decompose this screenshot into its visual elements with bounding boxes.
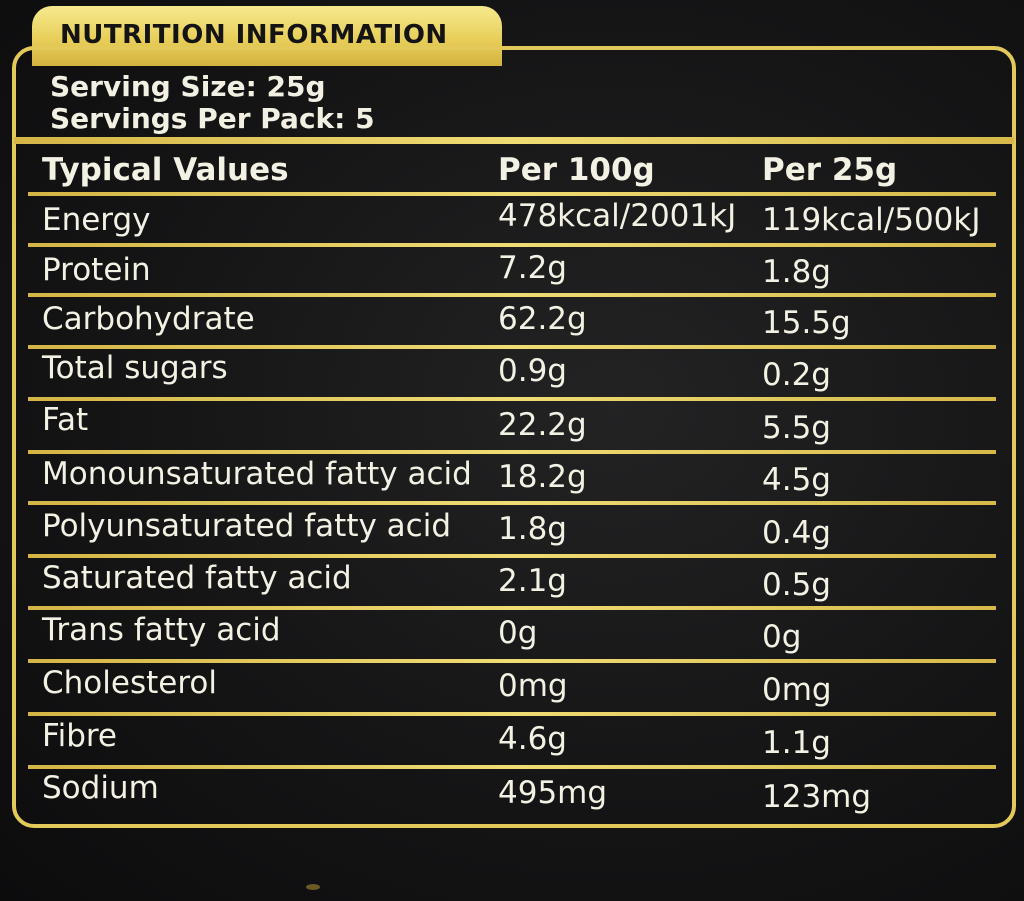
row-label-sodium: Sodium	[42, 770, 159, 806]
row-divider	[28, 712, 996, 716]
row-divider	[28, 501, 996, 505]
row-divider	[28, 450, 996, 454]
row-value-protein-25g: 1.8g	[762, 254, 831, 290]
row-value-fibre-100g: 4.6g	[498, 721, 567, 757]
title-tab: NUTRITION INFORMATION	[32, 6, 502, 66]
row-value-energy-25g: 119kcal/500kJ	[762, 202, 981, 238]
row-label-polyunsaturated: Polyunsaturated fatty acid	[42, 508, 452, 544]
row-value-total-sugars-25g: 0.2g	[762, 357, 831, 393]
row-value-fat-25g: 5.5g	[762, 410, 831, 446]
row-value-total-sugars-100g: 0.9g	[498, 353, 567, 389]
row-value-protein-100g: 7.2g	[498, 250, 567, 286]
row-label-cholesterol: Cholesterol	[42, 665, 217, 701]
row-value-carbohydrate-100g: 62.2g	[498, 301, 587, 337]
row-label-fibre: Fibre	[42, 718, 118, 754]
row-value-trans-25g: 0g	[762, 619, 802, 655]
header-per-100g: Per 100g	[498, 152, 655, 188]
row-value-trans-100g: 0g	[498, 615, 538, 651]
row-value-saturated-100g: 2.1g	[498, 563, 567, 599]
header-typical-values: Typical Values	[42, 152, 289, 188]
row-value-monounsaturated-100g: 18.2g	[498, 459, 587, 495]
row-label-fat: Fat	[42, 402, 89, 438]
nutrition-panel	[12, 46, 1016, 828]
nutrition-title: NUTRITION INFORMATION	[60, 20, 448, 50]
row-divider	[28, 243, 996, 247]
row-value-saturated-25g: 0.5g	[762, 567, 831, 603]
row-label-monounsaturated: Monounsaturated fatty acid	[42, 456, 472, 492]
serving-size: Serving Size: 25g	[50, 70, 326, 103]
row-label-protein: Protein	[42, 252, 151, 288]
row-value-sodium-25g: 123mg	[762, 779, 872, 815]
row-value-energy-100g: 478kcal/2001kJ	[498, 198, 737, 234]
header-divider	[14, 137, 1014, 144]
row-divider	[28, 554, 996, 558]
row-label-total-sugars: Total sugars	[42, 350, 228, 386]
row-value-polyunsaturated-25g: 0.4g	[762, 515, 831, 551]
row-divider	[28, 397, 996, 401]
row-divider	[28, 765, 996, 769]
gold-foil-speck	[306, 884, 320, 890]
row-value-cholesterol-100g: 0mg	[498, 668, 568, 704]
row-value-polyunsaturated-100g: 1.8g	[498, 511, 567, 547]
row-label-saturated: Saturated fatty acid	[42, 560, 352, 596]
row-divider	[28, 606, 996, 610]
row-value-monounsaturated-25g: 4.5g	[762, 462, 831, 498]
servings-per-pack: Servings Per Pack: 5	[50, 102, 375, 135]
row-label-carbohydrate: Carbohydrate	[42, 301, 255, 337]
header-per-25g: Per 25g	[762, 152, 898, 188]
row-divider	[28, 345, 996, 349]
row-divider	[28, 659, 996, 663]
row-value-carbohydrate-25g: 15.5g	[762, 305, 851, 341]
row-value-fat-100g: 22.2g	[498, 407, 587, 443]
row-value-sodium-100g: 495mg	[498, 775, 608, 811]
row-label-energy: Energy	[42, 202, 151, 238]
row-value-fibre-25g: 1.1g	[762, 725, 831, 761]
row-divider	[28, 192, 996, 196]
row-divider	[28, 293, 996, 297]
row-value-cholesterol-25g: 0mg	[762, 672, 832, 708]
row-label-trans: Trans fatty acid	[42, 612, 281, 648]
